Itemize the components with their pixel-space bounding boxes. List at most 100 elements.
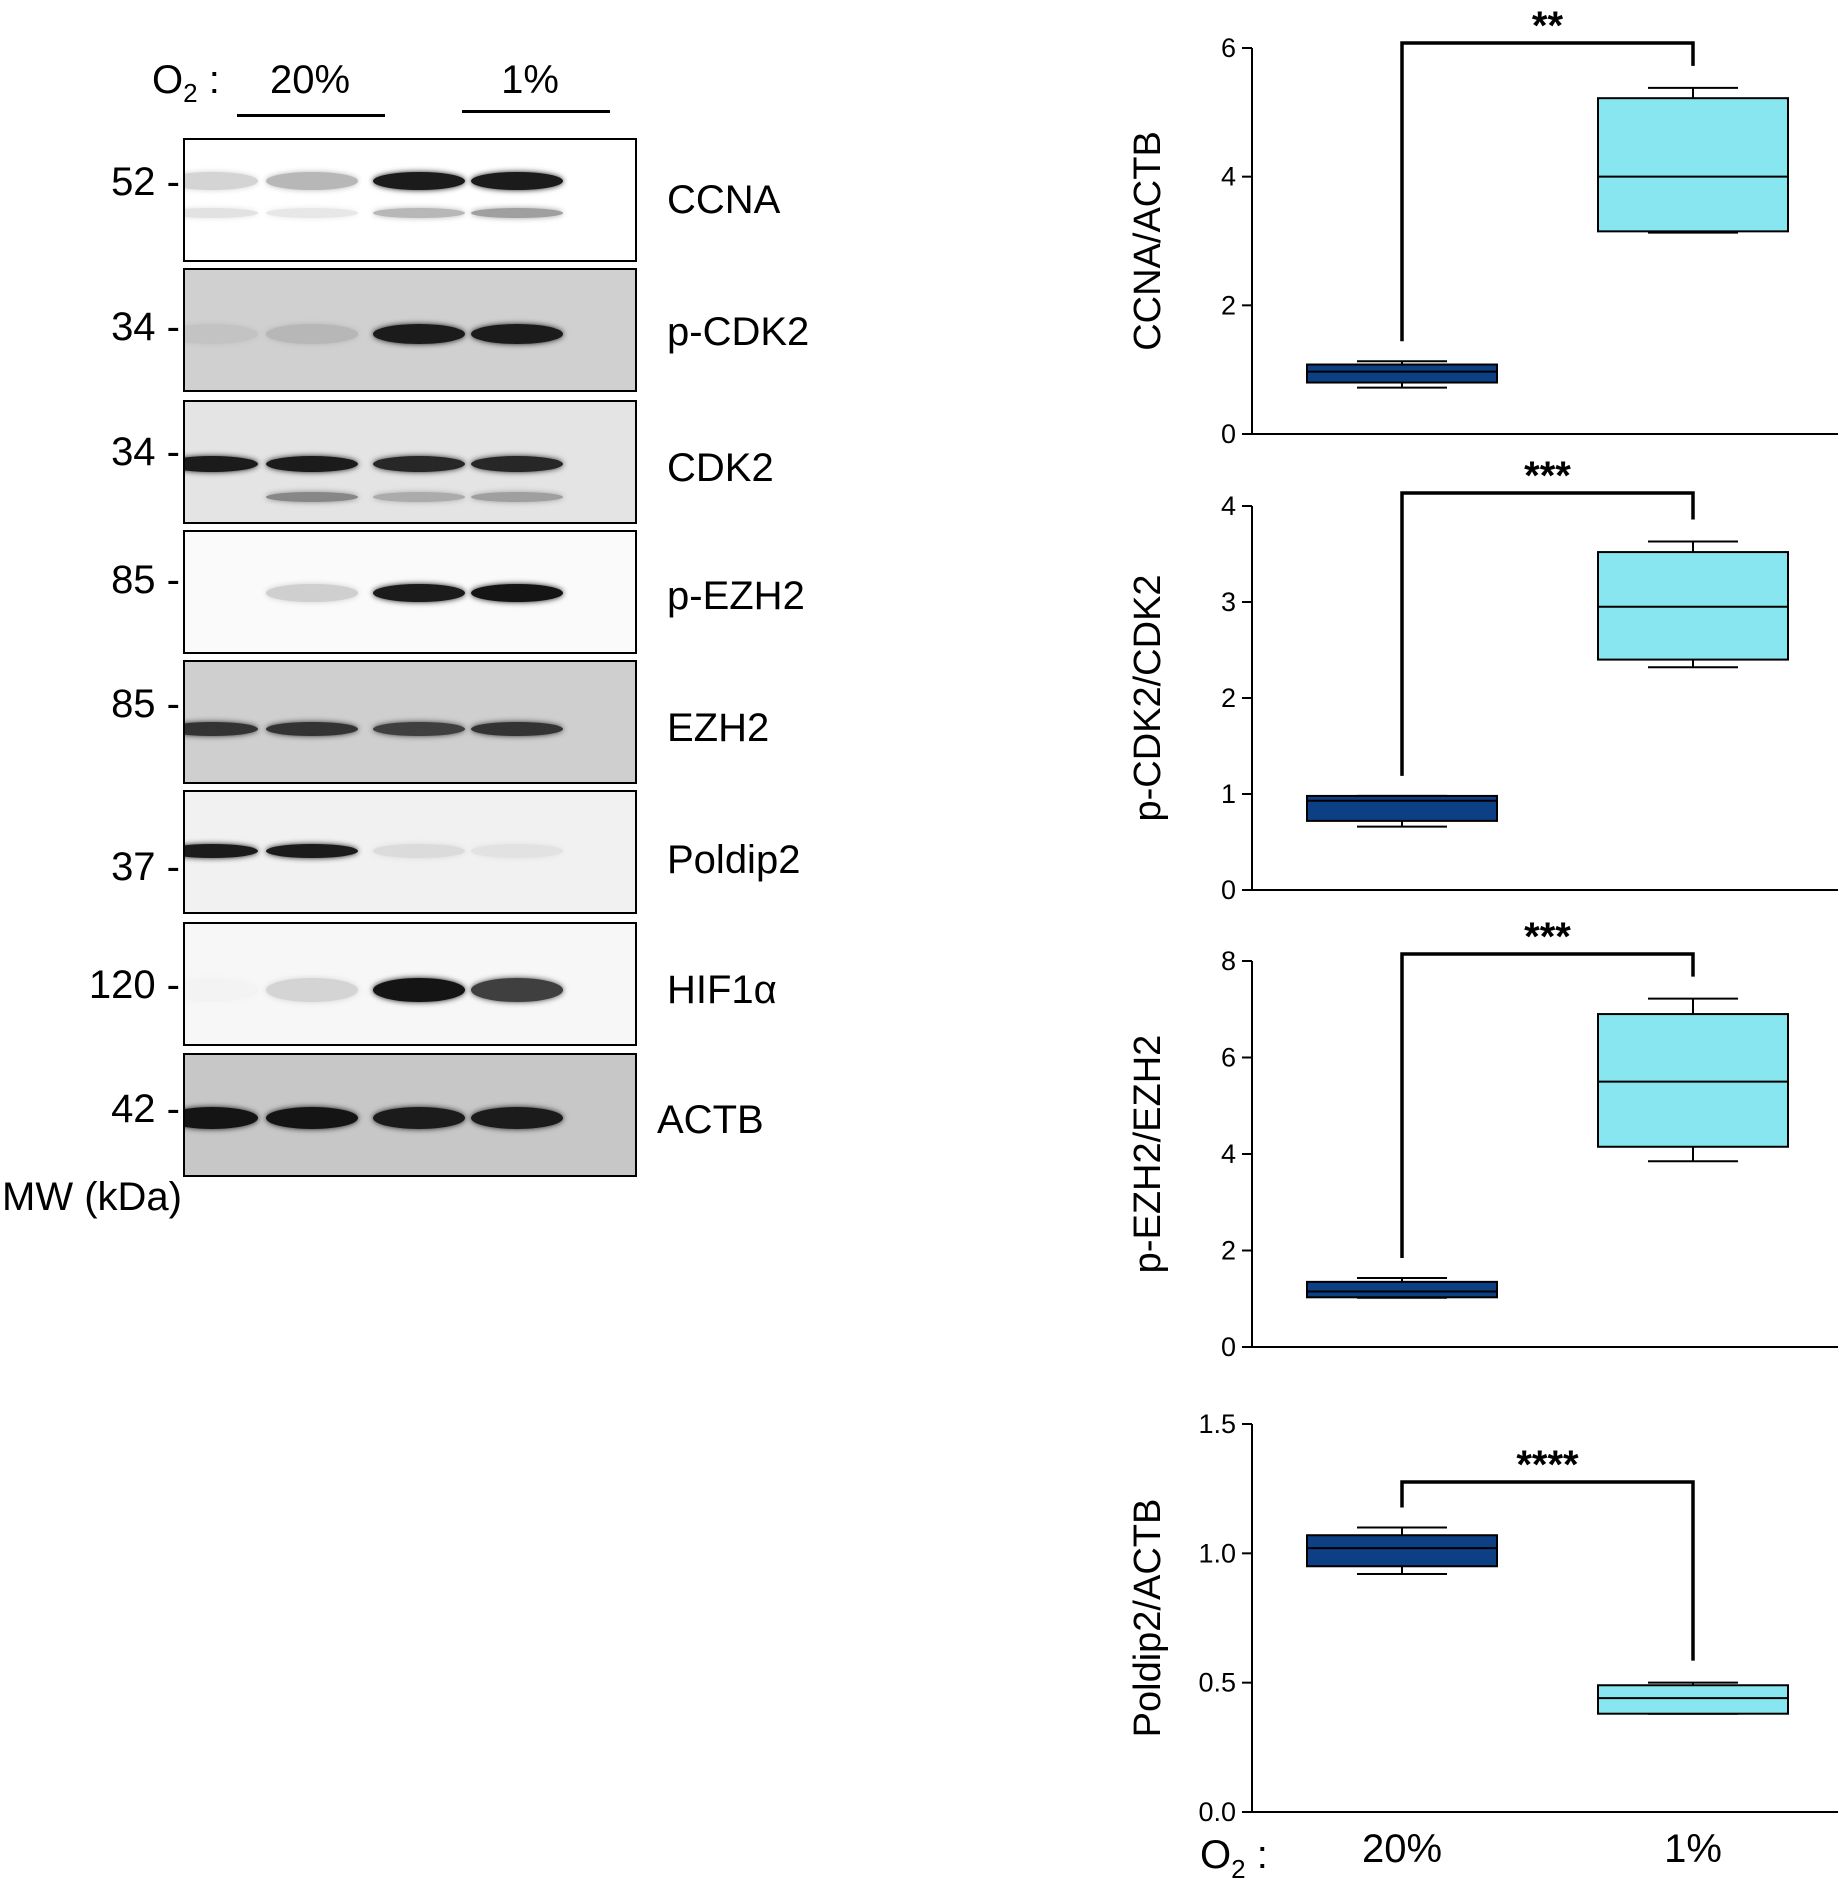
blot-band	[471, 584, 563, 602]
y-tick-label: 0	[1221, 1332, 1236, 1362]
blot-band	[471, 172, 563, 190]
blot-band	[266, 208, 358, 218]
blot-band	[266, 456, 358, 472]
blot-o2-label: O2 :	[152, 58, 220, 108]
blot-strip-1	[183, 268, 637, 392]
blot-protein-label-4: EZH2	[667, 706, 770, 750]
blot-band	[185, 722, 258, 736]
blot-band	[373, 172, 465, 190]
y-tick-label: 6	[1221, 33, 1236, 63]
blot-band	[185, 1107, 258, 1129]
y-tick-label: 1	[1221, 779, 1236, 809]
blot-band	[471, 1107, 563, 1129]
blot-mw-marker-2: 34 -	[111, 430, 180, 474]
y-tick-label: 4	[1221, 162, 1236, 192]
mw-unit-label: MW (kDa)	[2, 1175, 182, 1219]
y-tick-label: 2	[1221, 1236, 1236, 1266]
box-20%	[1306, 1534, 1498, 1568]
y-axis-label: p-EZH2/EZH2	[1127, 1035, 1169, 1274]
blot-band	[373, 208, 465, 218]
y-tick-label: 6	[1221, 1043, 1236, 1073]
blot-mw-marker-3: 85 -	[111, 558, 180, 602]
y-tick-label: 1.5	[1198, 1409, 1236, 1439]
blot-band	[185, 324, 258, 344]
y-tick-label: 2	[1221, 290, 1236, 320]
blot-protein-label-2: CDK2	[667, 446, 774, 490]
blot-band	[266, 722, 358, 736]
blot-mw-marker-0: 52 -	[111, 160, 180, 204]
box-1%	[1597, 1013, 1789, 1148]
blot-band	[373, 978, 465, 1002]
box-20%	[1306, 794, 1498, 822]
x-tick-label: 20%	[1362, 1827, 1442, 1871]
significance-bracket	[1400, 952, 1695, 1258]
blot-band	[266, 978, 358, 1002]
significance-stars: **	[1532, 4, 1564, 48]
y-tick-label: 3	[1221, 587, 1236, 617]
blot-protein-label-6: HIF1α	[667, 968, 777, 1012]
blot-band	[266, 1107, 358, 1129]
y-tick-label: 4	[1221, 1139, 1236, 1169]
blot-band	[471, 456, 563, 472]
boxplot-0: 0 2 4 6 CCNA/ACTB **	[1127, 4, 1838, 449]
y-axis-label: p-CDK2/CDK2	[1127, 574, 1169, 821]
blot-band	[471, 208, 563, 218]
significance-stars: ***	[1524, 915, 1571, 959]
blot-strip-2	[183, 400, 637, 524]
blot-strip-0	[183, 138, 637, 262]
blot-band	[185, 844, 258, 858]
blot-mw-marker-1: 34 -	[111, 305, 180, 349]
box-20%	[1306, 363, 1498, 384]
significance-bracket	[1400, 491, 1695, 776]
significance-stars: ***	[1524, 454, 1571, 498]
blot-band	[185, 208, 258, 218]
y-tick-label: 0	[1221, 419, 1236, 449]
blot-band	[471, 324, 563, 344]
blot-band	[373, 1107, 465, 1129]
significance-bracket	[1400, 41, 1695, 342]
blot-band	[185, 456, 258, 472]
y-tick-label: 8	[1221, 946, 1236, 976]
blot-band	[471, 978, 563, 1002]
blot-band	[266, 492, 358, 502]
box-1%	[1597, 97, 1789, 233]
significance-stars: ****	[1516, 1443, 1579, 1487]
blot-band	[185, 978, 258, 1002]
x-tick-label: 1%	[1664, 1827, 1722, 1871]
blot-mw-marker-6: 120 -	[88, 963, 180, 1007]
blot-band	[373, 492, 465, 502]
y-axis-label: Poldip2/ACTB	[1127, 1499, 1169, 1738]
y-tick-label: 0.0	[1198, 1797, 1236, 1827]
y-axis-label: CCNA/ACTB	[1127, 131, 1169, 351]
blot-band	[373, 324, 465, 344]
blot-band	[266, 844, 358, 858]
significance-bracket	[1400, 1480, 1695, 1661]
blot-band	[471, 492, 563, 502]
blot-strip-6	[183, 922, 637, 1046]
blot-band	[266, 172, 358, 190]
blot-band	[373, 844, 465, 858]
boxplot-2: 0 2 4 6 8 p-EZH2/EZH2 ***	[1127, 915, 1838, 1362]
blot-band	[373, 722, 465, 736]
y-tick-label: 1.0	[1198, 1538, 1236, 1568]
blot-strip-5	[183, 790, 637, 914]
blot-condition-20-bar	[237, 114, 385, 117]
blot-band	[185, 172, 258, 190]
blot-protein-label-0: CCNA	[667, 178, 781, 222]
blot-band	[373, 456, 465, 472]
box-20%	[1306, 1280, 1498, 1299]
y-tick-label: 0	[1221, 875, 1236, 905]
blot-protein-label-7: ACTB	[657, 1098, 764, 1142]
blot-protein-label-3: p-EZH2	[667, 574, 805, 618]
blot-band	[266, 324, 358, 344]
blot-mw-marker-5: 37 -	[111, 845, 180, 889]
blot-band	[471, 844, 563, 858]
blot-strip-3	[183, 530, 637, 654]
boxplot-1: 0 1 2 3 4 p-CDK2/CDK2 ***	[1127, 454, 1838, 905]
blot-strip-7	[183, 1053, 637, 1177]
blot-protein-label-5: Poldip2	[667, 838, 801, 882]
boxplot-3: 0.0 0.5 1.0 1.5 Poldip2/ACTB ****	[1127, 1409, 1838, 1827]
y-tick-label: 4	[1221, 491, 1236, 521]
blot-mw-marker-7: 42 -	[111, 1087, 180, 1131]
